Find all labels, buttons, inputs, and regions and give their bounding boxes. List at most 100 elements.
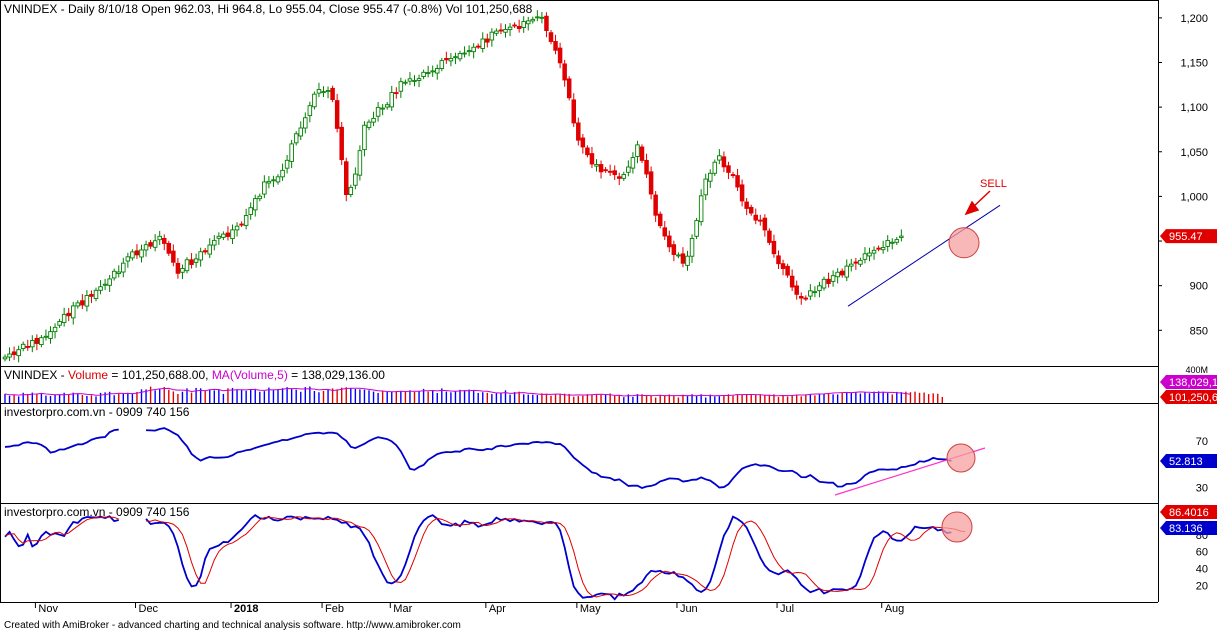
candle-body <box>821 278 827 289</box>
candle-body <box>589 153 595 165</box>
candle-body <box>885 240 890 247</box>
candle-body <box>639 146 645 161</box>
candle-body <box>680 253 686 264</box>
volume-tick-label: 400M <box>1185 365 1208 375</box>
candle-body <box>70 305 76 319</box>
rsi-circle <box>946 443 976 473</box>
candle-body <box>11 351 17 356</box>
candle-body <box>348 186 354 195</box>
candle-body <box>462 52 467 55</box>
candle-body <box>598 164 604 173</box>
candle-body <box>366 121 372 128</box>
candle-body <box>626 166 631 173</box>
candle-body <box>566 78 572 99</box>
candle-body <box>202 250 208 253</box>
candle-body <box>576 122 581 141</box>
footer-text: Created with AmiBroker - advanced charti… <box>4 620 461 631</box>
candle-body <box>603 169 608 172</box>
candle-body <box>375 106 381 117</box>
candle-body <box>212 239 217 246</box>
candle-body <box>494 30 499 34</box>
candle-body <box>48 331 53 339</box>
candle-body <box>39 337 44 346</box>
candle-body <box>20 343 26 350</box>
stoch-circle <box>941 511 973 543</box>
candle-body <box>512 24 517 27</box>
candle-body <box>357 150 363 176</box>
candle-body <box>503 29 508 33</box>
candle-body <box>803 297 809 300</box>
candle-body <box>776 255 781 265</box>
value-label-text: 955.47 <box>1169 231 1203 243</box>
candle-body <box>653 194 658 216</box>
candle-body <box>853 261 859 264</box>
price-series <box>2 10 904 363</box>
candle-body <box>152 240 158 248</box>
candle-body <box>548 32 554 42</box>
candle-body <box>180 268 185 273</box>
y-tick-label: 1,000 <box>1180 191 1208 203</box>
candle-body <box>248 207 253 215</box>
candle-body <box>607 170 613 173</box>
x-tick-label: Dec <box>139 603 159 615</box>
candle-body <box>894 239 900 243</box>
candle-body <box>867 252 872 257</box>
candle-body <box>421 71 426 77</box>
candle-body <box>293 133 299 144</box>
y-tick-label: 900 <box>1190 281 1208 293</box>
candle-body <box>844 265 850 278</box>
candle-body <box>398 81 404 92</box>
candle-body <box>753 214 759 221</box>
candle-body <box>389 92 395 108</box>
candle-body <box>571 99 577 124</box>
candle-body <box>480 38 486 49</box>
candle-body <box>198 251 203 261</box>
x-tick-label: May <box>580 603 601 615</box>
candle-body <box>689 237 695 257</box>
candle-body <box>826 278 831 284</box>
candle-body <box>157 235 162 241</box>
candle-body <box>444 58 449 61</box>
candle-body <box>362 124 367 151</box>
candle-body <box>708 172 713 182</box>
candle-body <box>289 143 294 162</box>
y-tick-label: 60 <box>1196 547 1208 559</box>
candle-body <box>535 16 540 19</box>
candle-body <box>334 100 340 129</box>
candle-body <box>271 179 276 182</box>
candle-body <box>521 21 526 28</box>
value-label-text: 52.813 <box>1169 456 1203 468</box>
candle-body <box>817 285 822 292</box>
candle-body <box>325 90 331 93</box>
candle-body <box>780 263 786 269</box>
stoch-k-label: 83.136 <box>1160 521 1217 535</box>
candle-body <box>16 349 21 357</box>
candle-body <box>876 247 881 250</box>
x-tick-label: Apr <box>489 603 506 615</box>
candle-body <box>102 283 108 286</box>
candle-body <box>644 159 649 175</box>
candle-body <box>339 126 344 161</box>
candle-body <box>230 229 235 240</box>
candle-body <box>617 176 622 179</box>
candle-body <box>712 161 718 174</box>
sell-annotation: SELL <box>980 178 1007 190</box>
candle-body <box>239 223 244 226</box>
candle-body <box>193 258 199 263</box>
candle-body <box>80 300 85 306</box>
candle-body <box>794 285 799 295</box>
candle-body <box>75 302 81 307</box>
volume-title-part: = 138,029,136.00 <box>288 368 385 382</box>
value-label-text: 83.136 <box>1169 523 1203 535</box>
candle-body <box>526 20 531 25</box>
candle-body <box>275 176 281 183</box>
candle-body <box>252 198 258 211</box>
candle-body <box>530 18 536 22</box>
candle-body <box>648 171 654 195</box>
candle-body <box>139 249 144 258</box>
candle-body <box>116 271 121 274</box>
candle-body <box>307 105 313 117</box>
candle-body <box>899 235 904 238</box>
candle-body <box>726 165 731 173</box>
